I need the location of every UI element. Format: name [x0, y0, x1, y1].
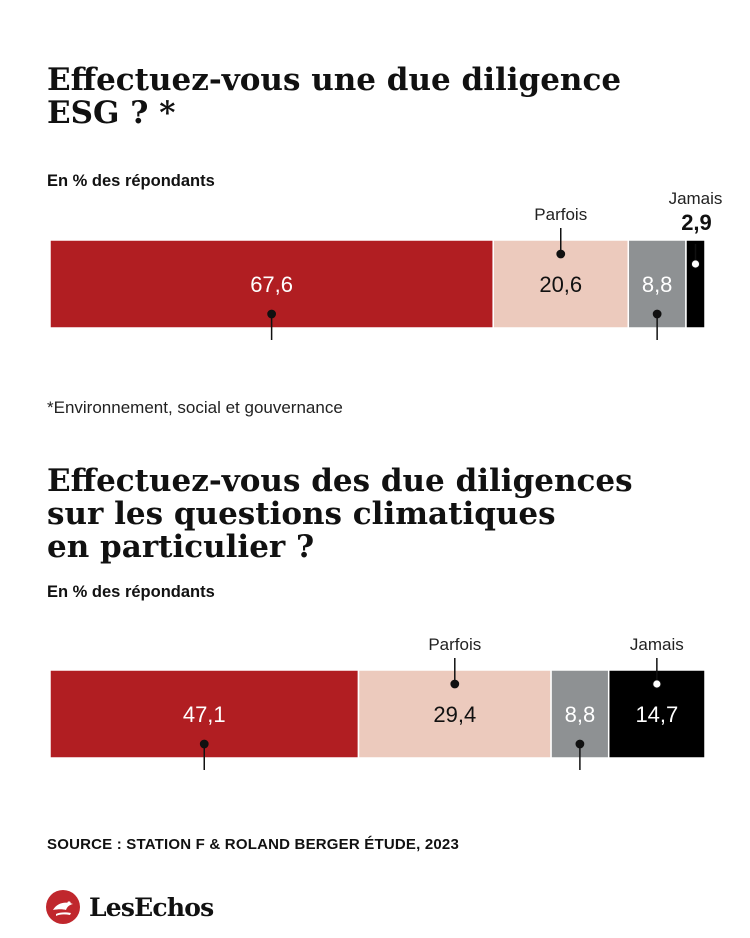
chart2-subtitle: En % des répondants: [47, 583, 215, 601]
chart1-stacked-bar: 67,6Régulièrement20,6Parfois8,8Rarement2…: [49, 190, 723, 340]
chart1-title-line1: Effectuez-vous une due diligence: [47, 62, 622, 98]
chart2-title-line1: Effectuez-vous des due diligences: [47, 463, 633, 499]
chart1-title-line2: ESG ? *: [47, 95, 176, 131]
value-label-0: 47,1: [183, 702, 226, 727]
chart1-footnote: *Environnement, social et gouvernance: [47, 398, 343, 417]
leader-dot-3: [652, 679, 662, 689]
chart2-title-line3: en particulier ?: [47, 529, 315, 565]
value-label-3: 2,9: [681, 210, 712, 235]
leader-dot-1: [556, 249, 566, 259]
category-label-3: Jamais: [630, 635, 684, 654]
les-echos-emblem-icon: [46, 890, 80, 924]
value-label-0: 67,6: [250, 272, 293, 297]
chart2-title-line2: sur les questions climatiques: [47, 496, 556, 532]
chart2-title: Effectuez-vous des due diligences sur le…: [47, 465, 667, 564]
chart1-title: Effectuez-vous une due diligence ESG ? *: [47, 64, 667, 130]
category-label-3: Jamais: [669, 190, 723, 208]
value-label-2: 8,8: [565, 702, 596, 727]
value-label-3: 14,7: [635, 702, 678, 727]
value-label-2: 8,8: [642, 272, 673, 297]
value-label-1: 20,6: [539, 272, 582, 297]
bar-segment-3: [685, 239, 706, 329]
category-label-1: Parfois: [428, 635, 481, 654]
chart1-subtitle: En % des répondants: [47, 172, 215, 190]
leader-dot-3: [691, 259, 700, 269]
category-label-1: Parfois: [534, 205, 587, 224]
leader-dot-2: [575, 739, 585, 749]
les-echos-wordmark: LesEchos: [89, 892, 214, 922]
source-note: SOURCE : STATION F & ROLAND BERGER ÉTUDE…: [47, 836, 460, 853]
leader-dot-1: [450, 679, 460, 689]
value-label-1: 29,4: [433, 702, 476, 727]
leader-dot-2: [652, 309, 662, 319]
les-echos-logo: LesEchos: [45, 888, 214, 926]
leader-dot-0: [267, 309, 277, 319]
leader-dot-0: [199, 739, 209, 749]
chart2-stacked-bar: 47,1Régulièrement29,4Parfois8,8Rarement1…: [49, 635, 706, 770]
